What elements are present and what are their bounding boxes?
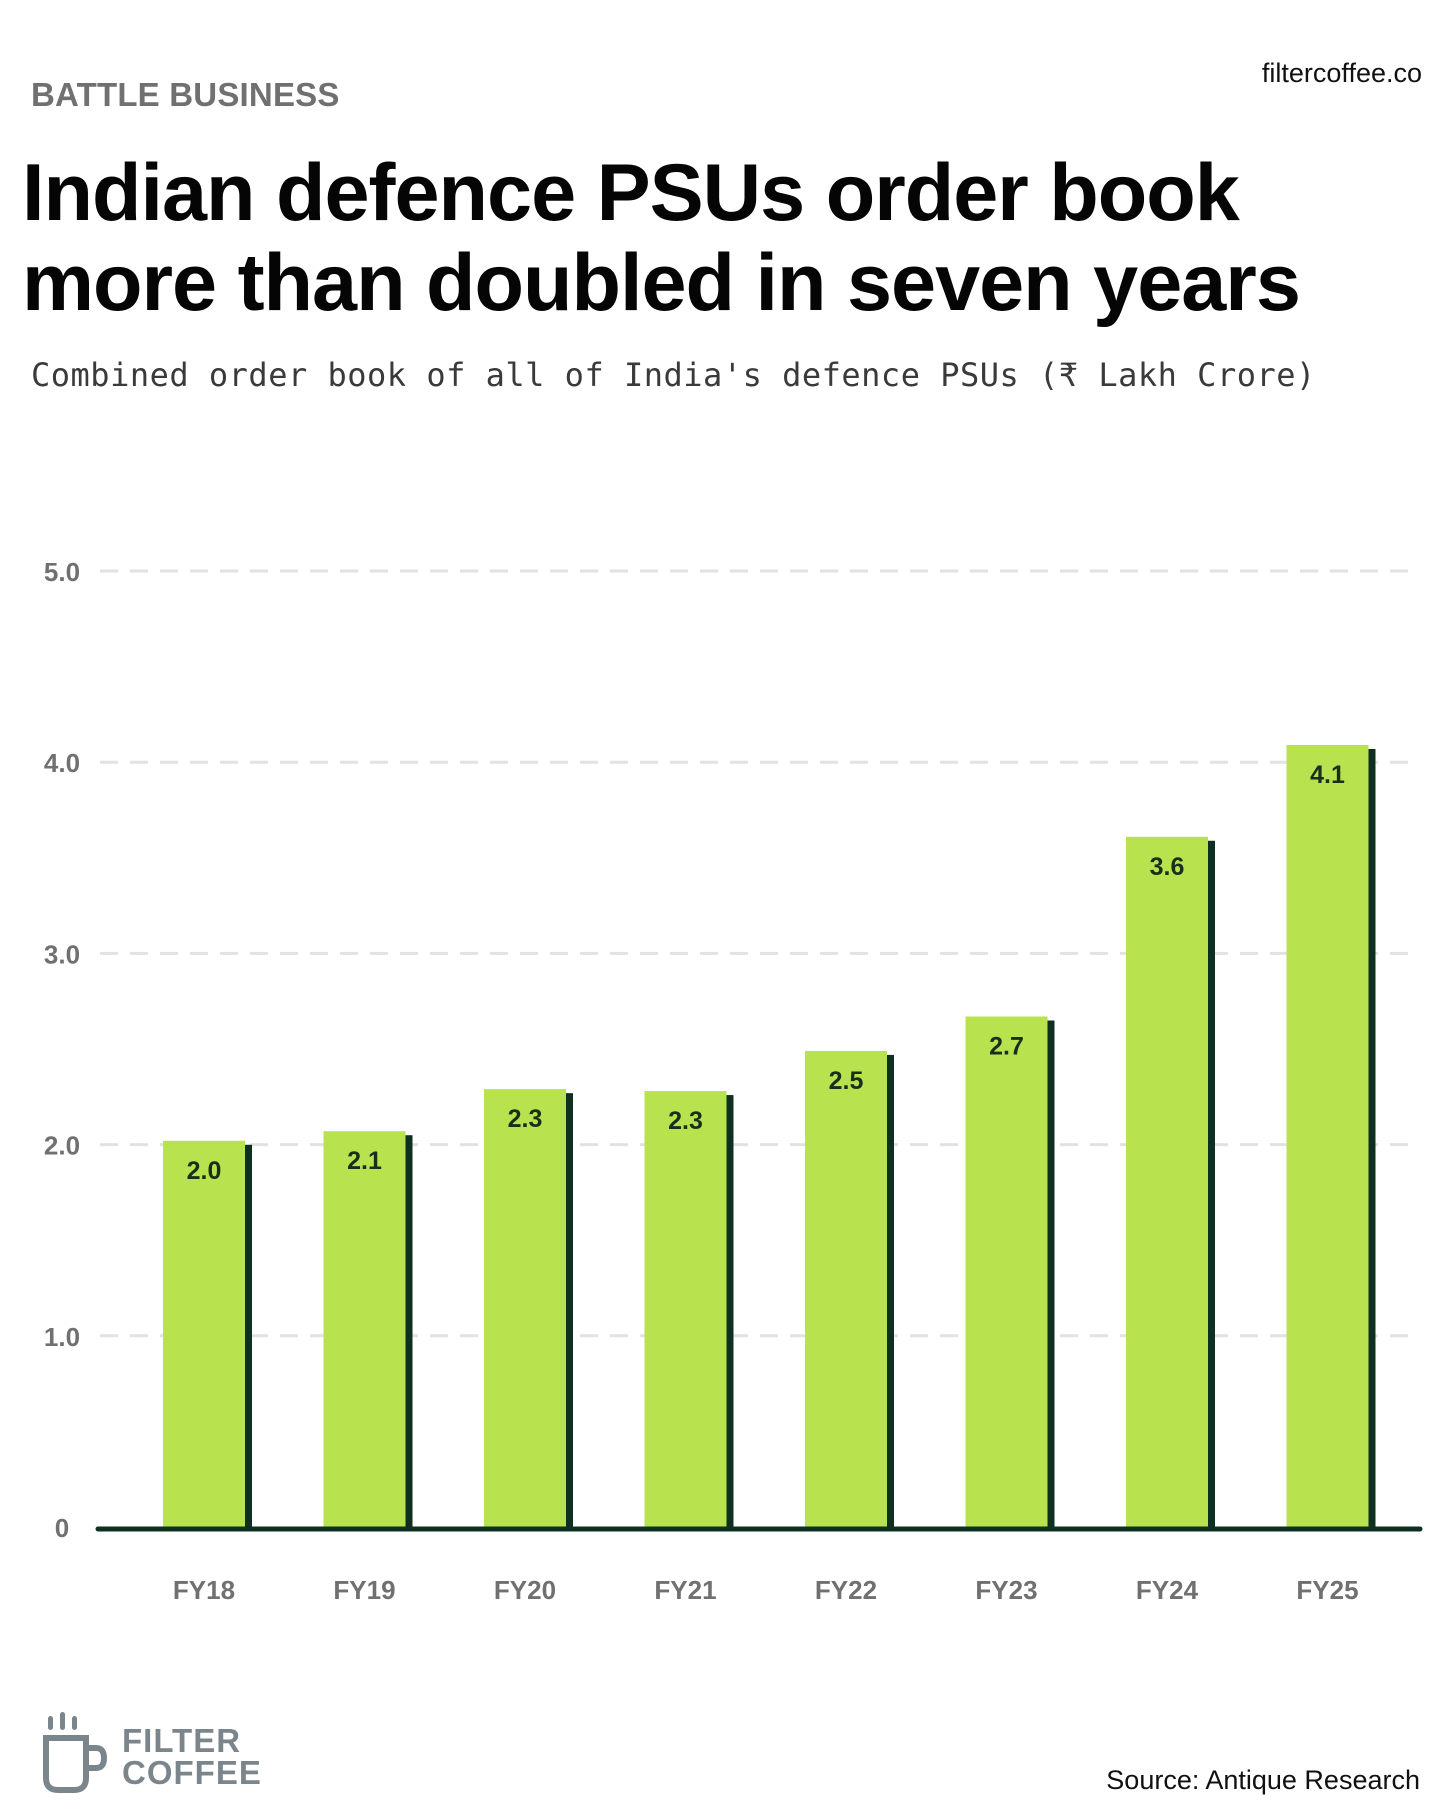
x-tick-label: FY25 [1296, 1575, 1358, 1605]
logo-line-1: FILTER [122, 1722, 242, 1759]
y-tick-label: 0 [55, 1513, 69, 1543]
chart-subtitle: Combined order book of all of India's de… [31, 356, 1316, 394]
y-tick-label: 1.0 [44, 1322, 80, 1352]
bar [484, 1089, 566, 1527]
data-label: 2.5 [829, 1067, 864, 1095]
y-tick-label: 5.0 [44, 557, 80, 587]
y-tick-label: 2.0 [44, 1131, 80, 1161]
chart-title: Indian defence PSUs order book more than… [22, 148, 1301, 328]
x-tick-label: FY22 [815, 1575, 877, 1605]
y-tick-label: 3.0 [44, 939, 80, 969]
x-tick-label: FY18 [173, 1575, 235, 1605]
coffee-cup-icon [43, 1712, 108, 1793]
kicker: BATTLE BUSINESS [31, 76, 340, 113]
x-tick-label: FY20 [494, 1575, 556, 1605]
x-tick-label: FY19 [333, 1575, 395, 1605]
bar-chart: 0 1.0 2.0 3.0 4.0 5.0 2.0 FY18 2.1 FY19 2.3 FY20 2.3… [44, 557, 1423, 1605]
data-label: 2.3 [668, 1107, 703, 1135]
source-note: Source: Antique Research [1106, 1765, 1420, 1795]
bar [1286, 744, 1369, 1527]
data-label: 2.7 [989, 1032, 1024, 1060]
bar [644, 1091, 727, 1527]
data-label: 3.6 [1150, 853, 1185, 881]
data-label: 4.1 [1310, 761, 1345, 789]
site-url: filtercoffee.co [1261, 58, 1422, 88]
x-tick-label: FY21 [654, 1575, 716, 1605]
logo-line-2: COFFEE [122, 1754, 262, 1791]
logo-wordmark: FILTER COFFEE [122, 1722, 262, 1791]
bar [1126, 836, 1208, 1527]
bar [965, 1016, 1048, 1527]
data-label: 2.3 [508, 1105, 543, 1133]
bar [163, 1140, 245, 1527]
bar [323, 1131, 406, 1527]
y-tick-label: 4.0 [44, 748, 80, 778]
x-tick-label: FY24 [1136, 1575, 1199, 1605]
data-label: 2.0 [187, 1157, 222, 1185]
bar [805, 1050, 887, 1527]
data-label: 2.1 [347, 1147, 382, 1175]
x-tick-label: FY23 [975, 1575, 1037, 1605]
